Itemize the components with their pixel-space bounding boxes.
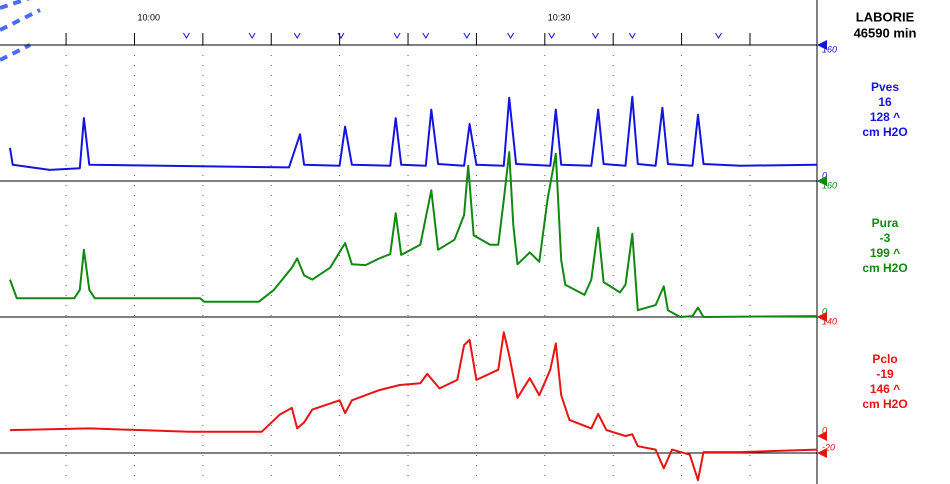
readout-unit: cm H2O (862, 397, 907, 411)
trace (9, 331, 818, 482)
event-marker (715, 32, 722, 39)
brand: LABORIE (856, 9, 915, 24)
y-tick-label: 0 (822, 425, 827, 435)
event-marker (248, 32, 256, 39)
readout-current: 16 (878, 95, 892, 109)
trace (9, 151, 818, 318)
trace (9, 95, 818, 171)
readout-max-label: 199 ^ (870, 246, 900, 260)
y-tick-label: 0 (822, 170, 827, 180)
readout-max-label: 128 ^ (870, 110, 900, 124)
time-label: 10:30 (548, 12, 571, 22)
event-marker (393, 32, 401, 39)
readout-name: Pves (871, 80, 899, 94)
readout-unit: cm H2O (862, 125, 907, 139)
y-tick-label: 160 (822, 180, 837, 190)
y-tick-label: 160 (822, 44, 837, 54)
duration: 46590 min (854, 25, 917, 40)
time-label: 10:00 (137, 12, 160, 22)
corner-decoration (0, 0, 41, 62)
event-marker (337, 32, 345, 39)
event-marker (293, 32, 301, 39)
y-tick-arrow (817, 312, 827, 322)
event-marker (463, 32, 471, 39)
y-tick-label: 140 (822, 316, 837, 326)
y-tick-arrow (817, 448, 827, 458)
event-marker (548, 32, 556, 39)
event-marker (591, 32, 599, 39)
readout-name: Pura (872, 216, 899, 230)
y-tick-arrow (817, 176, 827, 186)
event-marker (628, 32, 636, 39)
readout-name: Pclo (872, 352, 897, 366)
readout-current: -3 (880, 231, 891, 245)
y-tick-label: 0 (822, 306, 827, 316)
y-tick-arrow (817, 431, 827, 441)
event-marker (183, 32, 190, 39)
readout-unit: cm H2O (862, 261, 907, 275)
event-marker (507, 32, 515, 39)
event-marker (422, 32, 430, 39)
y-tick-label: -20 (822, 442, 835, 452)
readout-current: -19 (876, 367, 894, 381)
y-tick-arrow (817, 40, 827, 50)
readout-max-label: 146 ^ (870, 382, 900, 396)
